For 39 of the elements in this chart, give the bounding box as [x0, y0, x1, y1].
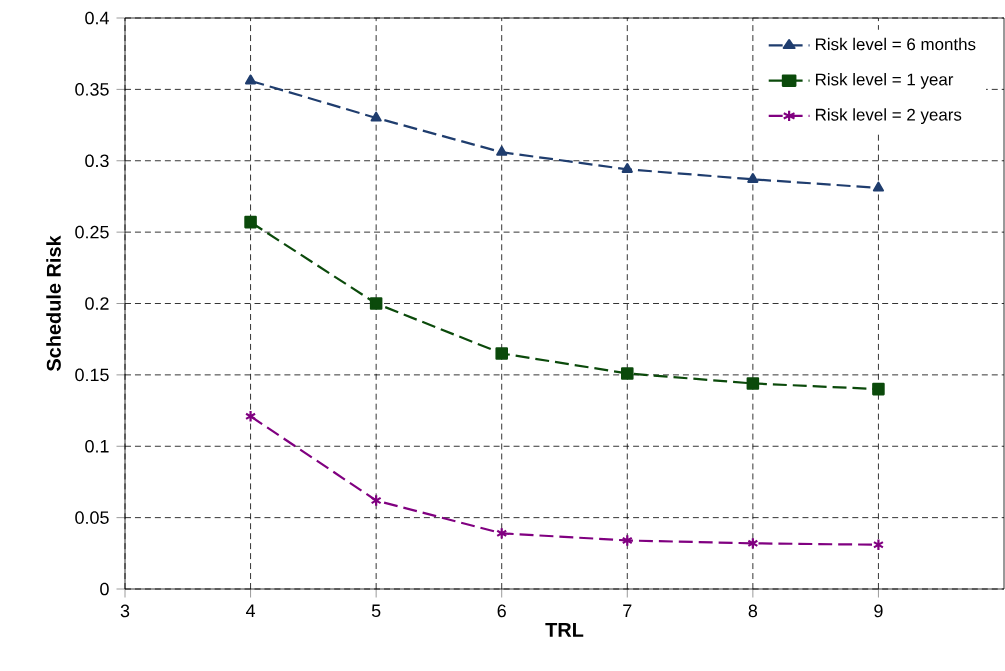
x-axis-title: TRL [545, 622, 584, 637]
point [495, 347, 508, 360]
point [496, 145, 508, 156]
y-tick-label: 0 [100, 582, 109, 596]
point [872, 382, 885, 396]
y-tick-label: 0.15 [75, 368, 109, 382]
legend-label: Risk level = 2 years [815, 108, 962, 125]
point [746, 377, 760, 390]
point [244, 215, 257, 229]
y-tick-label: 0.1 [85, 439, 109, 453]
legend-label: Risk level = 6 months [815, 37, 976, 51]
point [872, 181, 885, 192]
point [621, 534, 633, 547]
y-tick-label: 0.2 [85, 297, 109, 310]
x-tick-label: 5 [371, 604, 381, 618]
point [621, 367, 634, 380]
y-tick-label: 0.25 [75, 225, 109, 239]
point [747, 537, 759, 550]
y-tick-label: 0.4 [85, 11, 109, 25]
x-tick-label: 3 [120, 604, 130, 618]
y-axis-title: Schedule Risk [46, 235, 61, 372]
point [496, 527, 508, 540]
y-tick-label: 0.3 [85, 154, 109, 168]
x-tick-label: 4 [245, 604, 256, 617]
point [369, 297, 383, 310]
point [370, 494, 382, 507]
point [244, 409, 257, 423]
point [747, 173, 759, 183]
x-tick-label: 8 [748, 604, 758, 618]
point [621, 163, 633, 174]
point [370, 111, 382, 122]
x-tick-label: 9 [874, 604, 883, 618]
point [244, 74, 257, 85]
y-tick-label: 0.35 [75, 83, 109, 96]
legend-label: Risk level = 1 year [815, 73, 954, 89]
y-tick-label: 0.05 [75, 511, 109, 524]
x-tick-label: 6 [497, 604, 506, 618]
x-tick-label: 7 [623, 604, 632, 617]
point [872, 538, 885, 552]
